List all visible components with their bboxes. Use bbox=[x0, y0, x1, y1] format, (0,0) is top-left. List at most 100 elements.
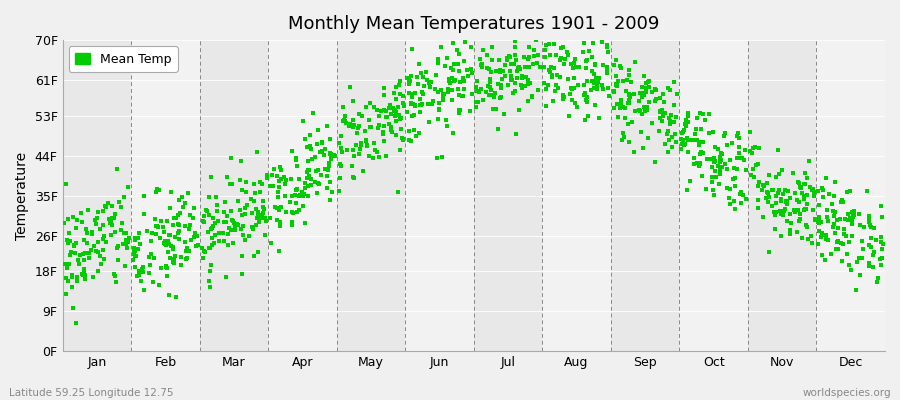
Point bbox=[134, 266, 148, 273]
Point bbox=[176, 204, 190, 210]
Point bbox=[480, 52, 494, 58]
Point bbox=[819, 232, 833, 238]
Point bbox=[572, 15, 587, 22]
Point bbox=[362, 152, 376, 159]
Point bbox=[670, 91, 684, 97]
Point bbox=[658, 110, 672, 116]
Point bbox=[426, 98, 440, 104]
Point bbox=[676, 128, 690, 135]
Point bbox=[601, 85, 616, 91]
Point bbox=[115, 241, 130, 247]
Point bbox=[412, 109, 427, 115]
Point bbox=[495, 76, 509, 82]
Point bbox=[303, 142, 318, 149]
Point bbox=[468, 104, 482, 110]
Point bbox=[545, 74, 560, 81]
Point bbox=[235, 212, 249, 218]
Point bbox=[177, 223, 192, 229]
Point bbox=[387, 90, 401, 96]
Point bbox=[217, 209, 231, 215]
Point bbox=[320, 172, 334, 179]
Point bbox=[320, 185, 335, 192]
Point bbox=[181, 190, 195, 196]
Point bbox=[209, 194, 223, 200]
Point bbox=[110, 166, 124, 172]
Point bbox=[455, 93, 470, 100]
Point bbox=[556, 94, 571, 100]
Point bbox=[678, 140, 692, 147]
Bar bbox=[405, 40, 473, 351]
Point bbox=[852, 254, 867, 261]
Point bbox=[722, 195, 736, 202]
Point bbox=[731, 129, 745, 136]
Point bbox=[556, 96, 571, 102]
Point bbox=[117, 263, 131, 270]
Point bbox=[234, 158, 248, 164]
Point bbox=[488, 90, 502, 96]
Point bbox=[86, 243, 101, 249]
Point bbox=[311, 181, 326, 187]
Point bbox=[618, 88, 633, 94]
Point bbox=[589, 102, 603, 108]
Point bbox=[543, 69, 557, 76]
Point bbox=[404, 73, 419, 79]
Point bbox=[337, 118, 351, 124]
Point bbox=[755, 187, 770, 193]
Point bbox=[668, 131, 682, 138]
Point bbox=[415, 100, 429, 107]
Point bbox=[751, 183, 765, 189]
Point bbox=[86, 274, 100, 280]
Point bbox=[634, 90, 649, 97]
Point bbox=[206, 240, 220, 246]
Point bbox=[837, 230, 851, 237]
Point bbox=[405, 46, 419, 52]
Point bbox=[708, 158, 723, 164]
Point bbox=[256, 198, 270, 204]
Point bbox=[509, 75, 524, 81]
Point bbox=[322, 160, 337, 166]
Point bbox=[692, 163, 706, 169]
Point bbox=[362, 116, 376, 123]
Point bbox=[743, 172, 758, 178]
Point bbox=[358, 104, 373, 110]
Point bbox=[498, 62, 512, 68]
Point bbox=[648, 158, 662, 165]
Point bbox=[230, 222, 245, 228]
Point bbox=[703, 156, 717, 162]
Point bbox=[652, 128, 666, 135]
Point bbox=[81, 207, 95, 214]
Point bbox=[310, 180, 325, 186]
Point bbox=[595, 82, 609, 88]
Point bbox=[713, 165, 727, 171]
Point bbox=[508, 38, 522, 44]
Point bbox=[93, 253, 107, 260]
Point bbox=[446, 96, 460, 103]
Point bbox=[757, 183, 771, 189]
Point bbox=[825, 224, 840, 230]
Point bbox=[350, 125, 365, 132]
Point bbox=[354, 140, 368, 146]
Point bbox=[161, 238, 176, 245]
Point bbox=[557, 61, 572, 68]
Point bbox=[197, 213, 211, 220]
Point bbox=[720, 141, 734, 148]
Point bbox=[803, 184, 817, 190]
Point bbox=[76, 219, 90, 226]
Point bbox=[272, 184, 286, 191]
Point bbox=[295, 118, 310, 124]
Point bbox=[837, 226, 851, 232]
Point bbox=[301, 169, 315, 176]
Point bbox=[661, 85, 675, 91]
Point bbox=[66, 304, 80, 311]
Point bbox=[724, 140, 739, 146]
Point bbox=[78, 250, 93, 256]
Point bbox=[730, 133, 744, 140]
Point bbox=[452, 68, 466, 74]
Point bbox=[289, 200, 303, 207]
Point bbox=[386, 107, 400, 114]
Point bbox=[395, 135, 410, 141]
Point bbox=[432, 105, 446, 112]
Point bbox=[452, 110, 466, 116]
Point bbox=[129, 234, 143, 241]
Point bbox=[301, 193, 315, 200]
